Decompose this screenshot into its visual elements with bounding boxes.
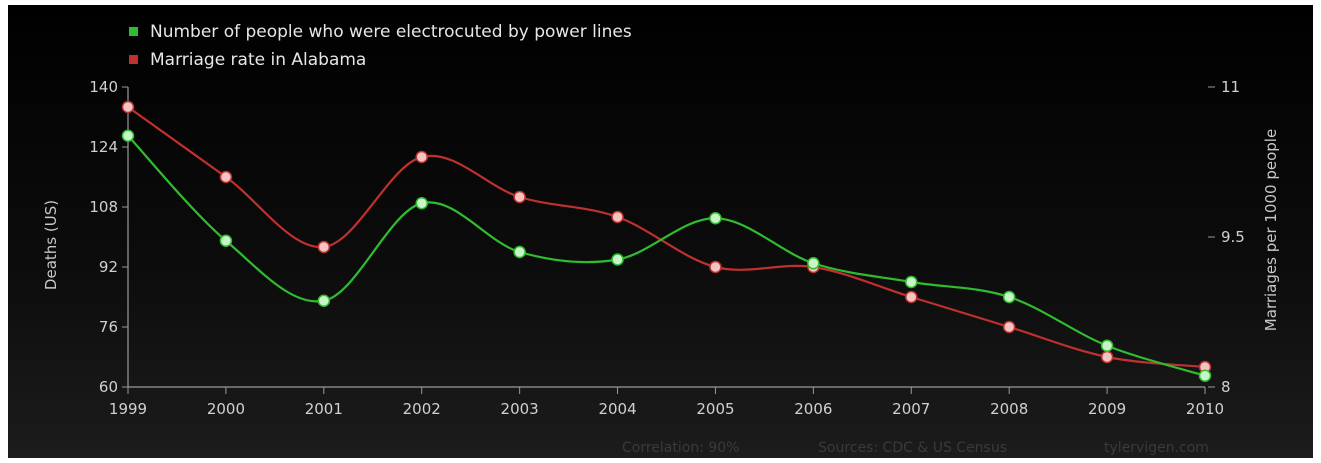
data-point-marriage[interactable] [905,290,918,304]
data-point-marriage[interactable] [1100,350,1114,364]
data-point-marriage[interactable] [709,260,722,274]
chart-area [8,5,1313,458]
footer-correlation: Correlation: 90% [622,440,739,456]
data-point-electrocuted[interactable] [1002,290,1016,304]
legend-swatch-marriage [129,55,138,64]
y-left-tick-label: 92 [99,258,118,276]
data-point-marriage[interactable] [121,100,135,114]
x-tick-label: 2004 [598,400,636,418]
y-axis-right-title: Marriages per 1000 people [1262,129,1280,331]
x-tick-label: 2003 [501,400,539,418]
data-point-marriage[interactable] [219,170,233,184]
x-tick-label: 1999 [109,400,147,418]
x-tick-label: 2002 [403,400,441,418]
data-point-electrocuted[interactable] [513,245,526,259]
legend: Number of people who were electrocuted b… [129,22,632,70]
y-left-tick-label: 76 [99,318,118,336]
x-tick-label: 2009 [1088,400,1126,418]
data-point-electrocuted[interactable] [709,212,722,225]
footer-site: tylervigen.com [1104,440,1209,456]
y-right-tick-label: 8 [1221,378,1231,396]
data-point-electrocuted[interactable] [807,257,820,270]
series-lines [127,106,1206,377]
x-tick-label: 2001 [305,400,343,418]
y-axis-left-title: Deaths (US) [42,200,60,290]
y-right-tick-label: 11 [1221,78,1240,96]
series-markers [121,100,1212,382]
y-right-tick-label: 9.5 [1221,228,1245,246]
data-point-electrocuted[interactable] [317,294,331,307]
data-point-electrocuted[interactable] [1198,369,1212,382]
data-point-electrocuted[interactable] [905,275,918,289]
axes: 60 76 92 108 124 140 8 9.5 11 1999 2000 2001 2002 200… [89,78,1245,418]
data-point-marriage[interactable] [415,150,428,164]
x-tick-label: 2007 [892,400,930,418]
x-tick-label: 2008 [990,400,1028,418]
data-point-marriage[interactable] [513,190,526,204]
data-point-marriage[interactable] [317,240,331,254]
y-left-tick-label: 60 [99,378,118,396]
x-tick-label: 2005 [696,400,734,418]
footer-sources: Sources: CDC & US Census [818,440,1007,456]
x-tick-label: 2006 [794,400,832,418]
series-line-electrocuted [127,134,1206,377]
data-point-electrocuted[interactable] [1100,339,1114,352]
data-point-electrocuted[interactable] [415,197,428,210]
data-point-electrocuted[interactable] [219,234,233,247]
y-left-tick-label: 108 [89,198,118,216]
data-point-marriage[interactable] [611,210,624,224]
footer: Correlation: 90% Sources: CDC & US Censu… [622,440,1209,456]
x-tick-label: 2000 [207,400,245,418]
y-left-tick-label: 140 [89,78,118,96]
data-point-electrocuted[interactable] [611,253,624,266]
legend-swatch-electrocuted [129,27,138,36]
legend-label-marriage: Marriage rate in Alabama [150,50,366,70]
data-point-marriage[interactable] [1002,320,1016,334]
x-tick-label: 2010 [1186,400,1224,418]
data-point-electrocuted[interactable] [121,129,135,142]
legend-label-electrocuted: Number of people who were electrocuted b… [150,22,632,42]
y-left-tick-label: 124 [89,138,118,156]
